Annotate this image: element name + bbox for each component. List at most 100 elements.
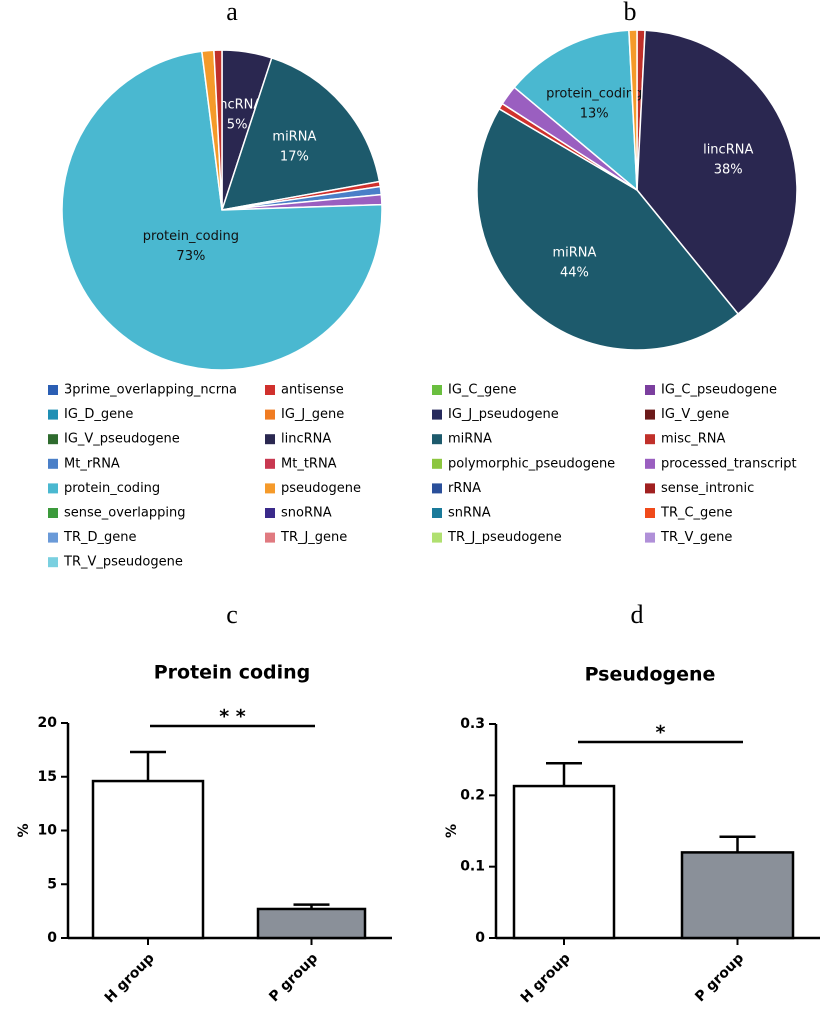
legend-label: IG_J_gene — [281, 407, 344, 422]
y-tick-label: 0.1 — [460, 859, 485, 875]
legend-label: TR_J_pseudogene — [447, 530, 562, 545]
legend-label: 3prime_overlapping_ncrna — [64, 383, 237, 398]
legend-swatch — [265, 483, 275, 494]
slice-value: 17% — [280, 149, 309, 164]
slice-value: 44% — [560, 265, 589, 280]
panel-label: c — [226, 600, 238, 629]
legend-swatch — [48, 458, 58, 469]
legend-label: TR_D_gene — [63, 530, 136, 545]
slice-name: protein_coding — [143, 229, 239, 244]
y-tick-label: 0.2 — [460, 787, 485, 803]
legend-swatch — [645, 532, 655, 543]
legend-swatch — [265, 434, 275, 445]
bar — [680, 851, 795, 940]
legend-label: polymorphic_pseudogene — [448, 456, 615, 471]
slice-name: lincRNA — [212, 98, 262, 113]
bar — [256, 907, 367, 940]
pie-slice — [220, 56, 381, 211]
slice-name: miRNA — [272, 129, 316, 144]
x-tick-label: H group — [102, 950, 158, 1006]
legend-label: TR_V_gene — [660, 530, 732, 545]
panel-label: a — [226, 0, 238, 26]
legend-swatch — [265, 385, 275, 395]
pie-slice — [636, 29, 798, 316]
legend-swatch — [432, 532, 442, 543]
legend-label: snRNA — [448, 506, 491, 521]
y-tick-label: 5 — [47, 876, 57, 892]
legend-swatch — [265, 532, 275, 543]
legend-swatch — [432, 483, 442, 494]
y-tick-label: 10 — [38, 823, 58, 839]
pie-slice — [513, 29, 638, 192]
slice-name: lincRNA — [703, 143, 753, 158]
legend-swatch — [645, 385, 655, 395]
x-tick-label: P group — [692, 950, 747, 1005]
legend-label: snoRNA — [281, 506, 332, 521]
legend-label: IG_V_pseudogene — [64, 432, 180, 447]
panel-label: b — [624, 0, 637, 26]
y-axis-label: % — [444, 824, 460, 838]
legend-swatch — [48, 434, 58, 445]
legend-label: Mt_tRNA — [281, 456, 337, 471]
legend-swatch — [48, 557, 58, 568]
legend-label: miRNA — [448, 432, 492, 447]
panel-label: d — [631, 600, 644, 629]
legend-label: TR_V_pseudogene — [63, 555, 183, 570]
y-tick-label: 0 — [475, 930, 485, 946]
legend-label: IG_J_pseudogene — [448, 407, 559, 422]
legend-swatch — [265, 409, 275, 420]
x-tick-label: H group — [518, 950, 574, 1006]
legend-label: sense_intronic — [661, 481, 754, 496]
legend-swatch — [432, 409, 442, 420]
slice-value: 5% — [227, 118, 248, 133]
legend-label: Mt_rRNA — [64, 456, 120, 471]
legend-swatch — [432, 458, 442, 469]
legend-label: IG_C_pseudogene — [661, 383, 777, 398]
legend-swatch — [265, 508, 275, 518]
legend-swatch — [645, 409, 655, 420]
legend-swatch — [645, 434, 655, 445]
legend-label: IG_V_gene — [661, 407, 729, 422]
legend-label: TR_C_gene — [660, 506, 733, 521]
slice-value: 73% — [176, 249, 205, 264]
legend-swatch — [48, 532, 58, 543]
y-axis-label: % — [16, 823, 32, 837]
legend-swatch — [645, 483, 655, 494]
pie-slice — [476, 107, 740, 351]
significance-label: * * — [219, 706, 246, 728]
legend-swatch — [48, 483, 58, 494]
legend-label: sense_overlapping — [64, 506, 185, 521]
legend-label: processed_transcript — [661, 456, 797, 471]
pie-slice — [213, 49, 223, 211]
legend-label: pseudogene — [281, 481, 361, 496]
legend-swatch — [432, 434, 442, 445]
significance-label: * — [656, 722, 666, 744]
legend-swatch — [432, 508, 442, 518]
bar — [91, 779, 205, 940]
legend-swatch — [48, 508, 58, 518]
legend-swatch — [48, 409, 58, 420]
y-tick-label: 0.3 — [460, 716, 485, 732]
slice-name: protein_coding — [546, 87, 642, 102]
chart-title: Protein coding — [154, 662, 311, 684]
pie-slice — [61, 50, 383, 371]
bar — [512, 784, 616, 940]
x-tick-label: P group — [266, 950, 321, 1005]
legend-swatch — [645, 458, 655, 469]
legend-label: rRNA — [448, 481, 481, 496]
legend-swatch — [265, 458, 275, 469]
legend-label: misc_RNA — [661, 432, 725, 447]
slice-name: miRNA — [552, 245, 596, 260]
legend-label: antisense — [281, 383, 344, 398]
y-tick-label: 15 — [38, 769, 57, 785]
legend-swatch — [432, 385, 442, 395]
y-tick-label: 20 — [38, 715, 58, 731]
slice-value: 13% — [580, 107, 609, 122]
chart-title: Pseudogene — [585, 664, 716, 686]
legend-label: protein_coding — [64, 481, 160, 496]
legend-label: lincRNA — [281, 432, 331, 447]
legend-label: TR_J_gene — [280, 530, 347, 545]
y-tick-label: 0 — [47, 930, 57, 946]
legend-swatch — [645, 508, 655, 518]
